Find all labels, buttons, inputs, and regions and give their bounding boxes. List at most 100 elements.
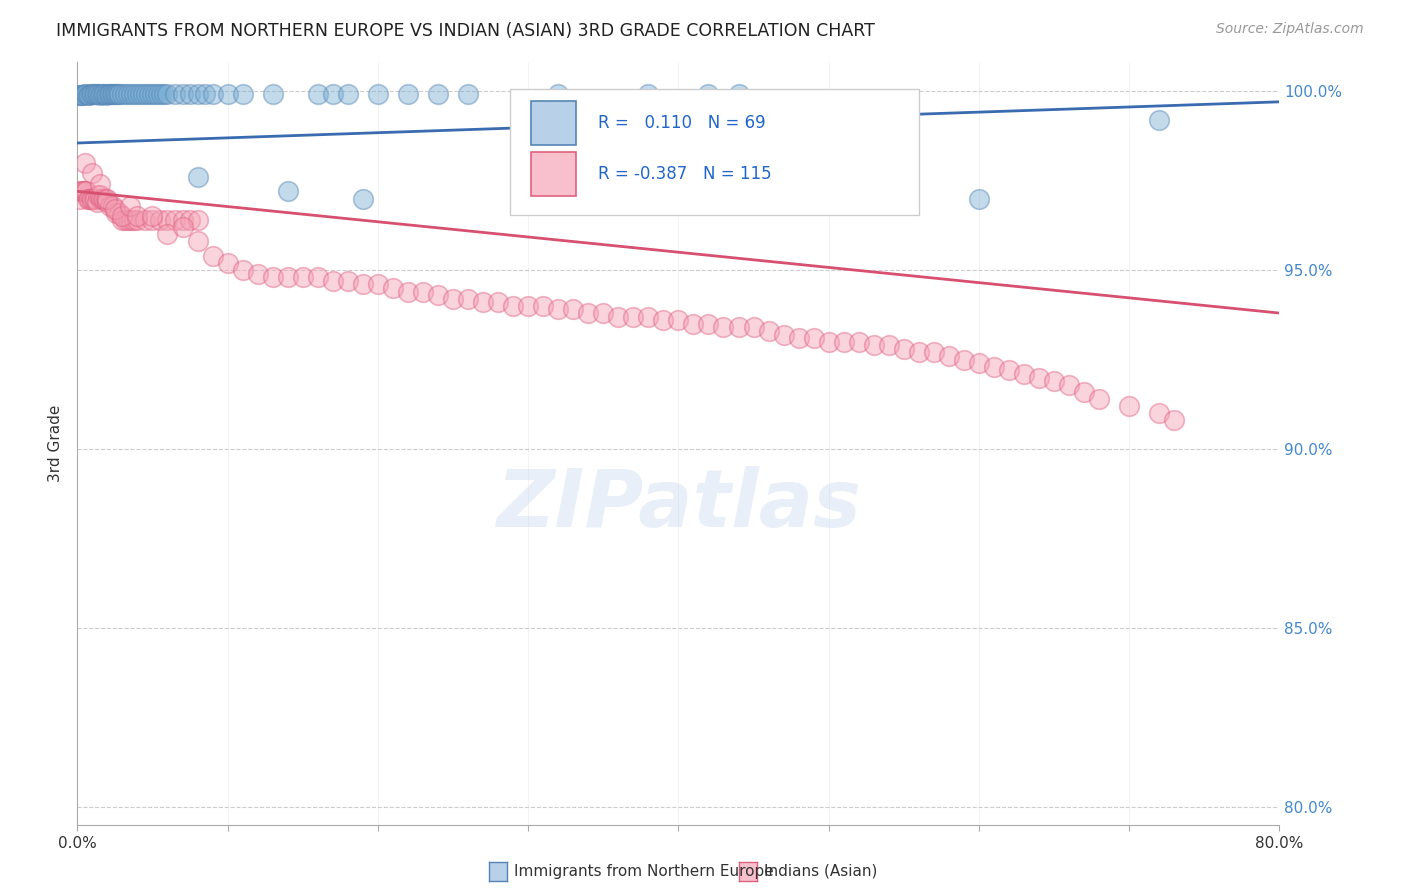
Point — [111, 210, 134, 224]
Point — [127, 213, 149, 227]
Point — [232, 263, 254, 277]
Text: ZIPatlas: ZIPatlas — [496, 466, 860, 544]
Point — [352, 277, 374, 292]
Point — [547, 302, 569, 317]
Point — [91, 192, 114, 206]
Point — [186, 213, 209, 227]
Point — [69, 88, 91, 103]
Point — [75, 185, 97, 199]
Point — [100, 199, 122, 213]
Point — [307, 87, 329, 101]
Point — [277, 270, 299, 285]
Point — [576, 306, 599, 320]
Point — [427, 288, 450, 302]
Point — [163, 87, 186, 101]
Point — [111, 213, 134, 227]
Point — [322, 87, 344, 101]
Text: Immigrants from Northern Europe: Immigrants from Northern Europe — [515, 864, 773, 879]
Point — [983, 359, 1005, 374]
Text: Source: ZipAtlas.com: Source: ZipAtlas.com — [1216, 22, 1364, 37]
Point — [1088, 392, 1111, 406]
Point — [141, 210, 163, 224]
Point — [108, 87, 131, 101]
Point — [156, 213, 179, 227]
Point — [76, 87, 98, 102]
Point — [114, 87, 136, 101]
Point — [998, 363, 1021, 377]
Point — [172, 87, 194, 101]
Point — [908, 345, 931, 359]
Point — [194, 87, 217, 101]
Point — [1043, 374, 1066, 388]
Point — [621, 310, 644, 324]
Point — [82, 166, 104, 180]
Text: R = -0.387   N = 115: R = -0.387 N = 115 — [598, 165, 772, 183]
Point — [67, 185, 90, 199]
Point — [322, 274, 344, 288]
Point — [217, 256, 239, 270]
Point — [129, 87, 152, 101]
Point — [862, 338, 884, 352]
Point — [772, 327, 794, 342]
FancyBboxPatch shape — [510, 89, 920, 215]
Point — [111, 87, 134, 101]
Point — [105, 87, 128, 101]
Point — [138, 87, 160, 101]
Point — [79, 87, 101, 102]
Point — [967, 192, 990, 206]
Point — [186, 87, 209, 101]
Point — [637, 87, 659, 101]
Point — [201, 249, 224, 263]
Point — [472, 295, 495, 310]
Point — [132, 87, 155, 101]
Point — [80, 87, 103, 101]
Point — [150, 87, 173, 101]
Point — [367, 87, 389, 101]
Point — [1073, 384, 1095, 399]
Point — [576, 185, 599, 199]
Point — [637, 310, 659, 324]
Point — [96, 195, 118, 210]
Point — [101, 87, 124, 101]
Point — [562, 302, 585, 317]
Point — [1118, 399, 1140, 413]
Point — [89, 87, 111, 102]
Point — [72, 87, 94, 102]
Point — [104, 87, 127, 101]
Point — [262, 87, 284, 101]
Point — [90, 87, 112, 101]
Point — [91, 87, 114, 101]
Point — [172, 213, 194, 227]
Point — [727, 320, 749, 334]
Point — [103, 199, 125, 213]
Point — [803, 331, 825, 345]
Point — [73, 185, 96, 199]
Point — [201, 87, 224, 101]
Point — [246, 267, 269, 281]
Point — [352, 192, 374, 206]
Point — [124, 213, 146, 227]
Point — [381, 281, 404, 295]
Point — [156, 87, 179, 101]
Point — [156, 227, 179, 242]
Y-axis label: 3rd Grade: 3rd Grade — [48, 405, 63, 483]
Point — [179, 87, 201, 101]
Point — [486, 295, 509, 310]
Point — [697, 87, 720, 101]
Text: R =   0.110   N = 69: R = 0.110 N = 69 — [598, 113, 765, 132]
Point — [89, 188, 111, 202]
Point — [427, 87, 450, 101]
Point — [94, 87, 117, 102]
Point — [307, 270, 329, 285]
Point — [682, 317, 704, 331]
Point — [547, 87, 569, 101]
Point — [1163, 413, 1185, 427]
Point — [877, 338, 900, 352]
Point — [172, 220, 194, 235]
Point — [163, 213, 186, 227]
Point — [80, 192, 103, 206]
Point — [83, 87, 105, 101]
Point — [120, 87, 142, 101]
Point — [742, 320, 765, 334]
Point — [90, 192, 112, 206]
